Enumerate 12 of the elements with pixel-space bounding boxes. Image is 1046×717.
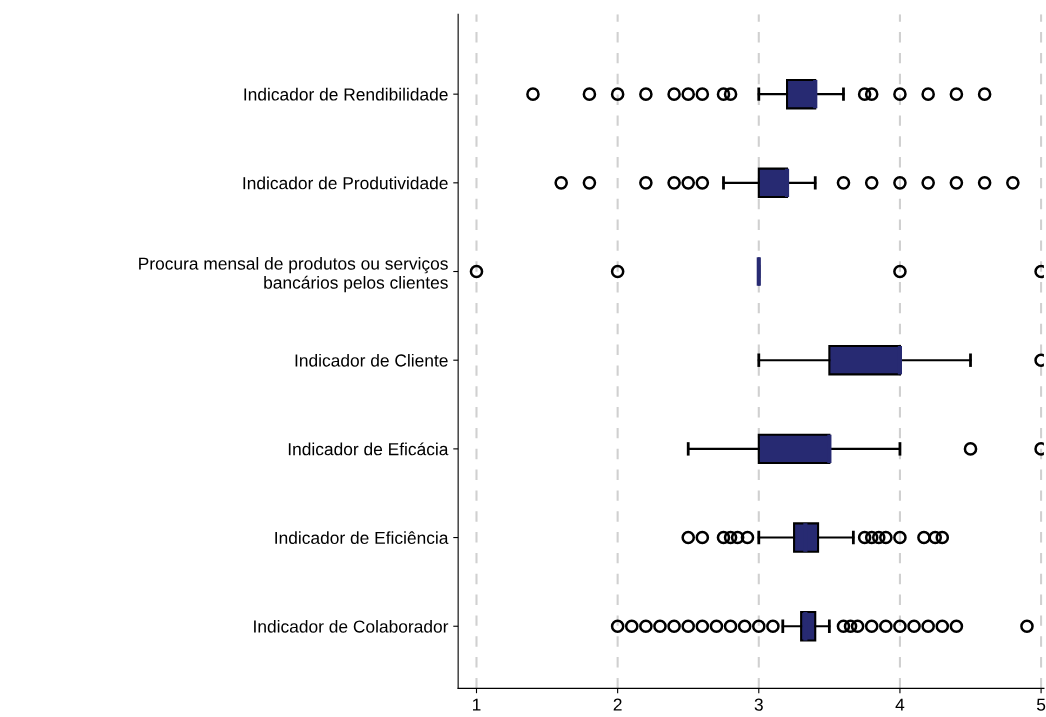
- x-tick-label: 1: [472, 698, 481, 711]
- x-tick-label: 2: [613, 698, 622, 711]
- y-tick-label: Indicador de Colaborador: [254, 619, 449, 633]
- x-tick-label: 4: [895, 698, 905, 711]
- x-tick-label: 5: [1036, 698, 1046, 711]
- y-tick-label: Procura mensal de produtos ou serviços bancários pelos clientes: [139, 256, 448, 293]
- y-tick-label: Indicador de Eficiência: [275, 531, 449, 545]
- y-tick-label: Indicador de Produtividade: [243, 176, 448, 190]
- y-tick-label: Indicador de Rendibilidade: [244, 87, 448, 101]
- x-tick-label: 3: [754, 698, 763, 711]
- y-tick-label: Indicador de Cliente: [295, 353, 448, 367]
- y-tick-label: Indicador de Eficácia: [288, 442, 449, 456]
